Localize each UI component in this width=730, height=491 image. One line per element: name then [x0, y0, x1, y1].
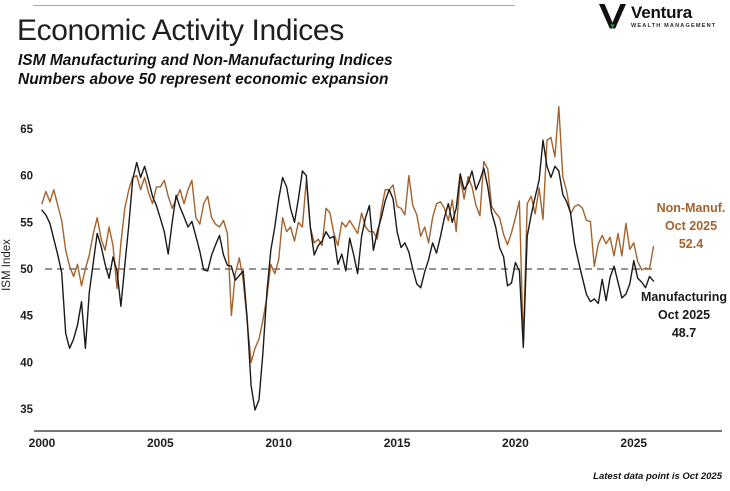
- x-tick-label: 2005: [147, 436, 174, 450]
- y-tick-label: 35: [20, 404, 33, 416]
- latest-data-footnote: Latest data point is Oct 2025: [593, 471, 723, 482]
- y-axis-title: ISM Index: [1, 239, 13, 291]
- y-tick-label: 40: [20, 357, 33, 369]
- ventura-v-icon: [599, 4, 626, 29]
- manufacturing-annotation-line2: Oct 2025: [658, 308, 710, 322]
- x-tick-label: 2010: [265, 436, 292, 450]
- chart-subtitle-line1: ISM Manufacturing and Non-Manufacturing …: [18, 52, 393, 69]
- y-tick-label: 55: [20, 217, 33, 229]
- y-tick-label: 65: [20, 124, 33, 136]
- ism-line-chart: 2000 2005 2010 2015 2020 2025 35 40 45 50 55 60 65 IS…: [1, 105, 727, 482]
- logo-tagline: WEALTH MANAGEMENT: [631, 23, 717, 29]
- manufacturing-annotation-line1: Manufacturing: [641, 290, 727, 304]
- y-tick-label: 50: [20, 264, 33, 276]
- manufacturing-line: [41, 139, 655, 411]
- top-divider: [33, 5, 515, 6]
- y-tick-label: 60: [20, 171, 33, 183]
- page-title: Economic Activity Indices: [17, 14, 344, 47]
- non-manufacturing-annotation-line3: 52.4: [679, 237, 703, 251]
- chart-subtitle-line2: Numbers above 50 represent economic expa…: [18, 71, 389, 88]
- x-tick-label: 2015: [384, 436, 411, 450]
- manufacturing-annotation-line3: 48.7: [672, 326, 696, 340]
- logo-name: Ventura: [631, 3, 692, 22]
- logo-green-triangle: [610, 24, 615, 29]
- x-tick-label: 2025: [620, 436, 647, 450]
- y-tick-label: 45: [20, 311, 33, 323]
- ventura-logo: Ventura WEALTH MANAGEMENT: [599, 4, 716, 30]
- logo-text: Ventura WEALTH MANAGEMENT: [631, 4, 716, 30]
- x-tick-label: 2020: [502, 436, 529, 450]
- non-manufacturing-annotation-line2: Oct 2025: [665, 219, 717, 233]
- non-manufacturing-line: [41, 105, 655, 364]
- non-manufacturing-annotation-line1: Non-Manuf.: [657, 201, 726, 215]
- x-tick-label: 2000: [29, 436, 56, 450]
